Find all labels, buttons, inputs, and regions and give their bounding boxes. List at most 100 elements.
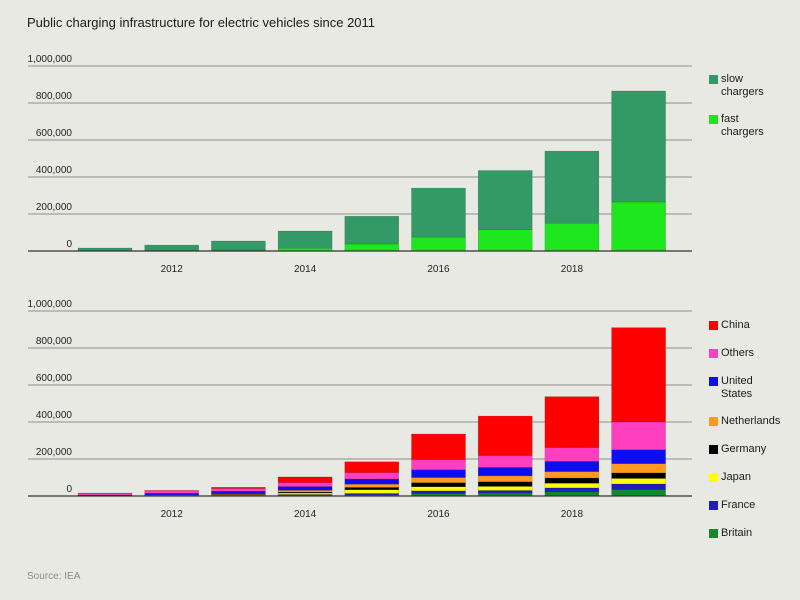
legend-swatch-japan (709, 473, 718, 482)
bar-2014-united-states (277, 486, 333, 491)
y-tick-label: 800,000 (36, 91, 73, 102)
source-note: Source: IEA (27, 571, 81, 582)
y-tick-label: 200,000 (36, 202, 73, 213)
bar-2018-germany (544, 477, 600, 484)
bar-2019-others (611, 421, 666, 450)
chart-panel-1: 1,000,000 800,000 600,000 400,000 200,000 0 20… (28, 54, 692, 275)
bar-2018-united-states (544, 461, 600, 472)
x-tick-label: 2012 (161, 509, 184, 520)
bar-2018-britain (544, 491, 600, 497)
legend-swatch-united-states (709, 377, 718, 386)
chart-panel-2: 1,000,000 800,000 600,000 400,000 200,000 0 20… (28, 299, 692, 520)
bar-2019-britain (611, 489, 666, 497)
y-tick-label: 1,000,000 (28, 299, 73, 310)
bar-2012-slow-chargers (144, 244, 199, 251)
bar-2011-slow-chargers (77, 247, 133, 252)
bar-2017-netherlands (477, 475, 533, 483)
bar-2015-united-states (344, 478, 400, 485)
chart-title: Public charging infrastructure for elect… (27, 15, 376, 30)
bar-2018-others (544, 447, 600, 462)
bar-2014-netherlands (277, 490, 333, 493)
legend-label-germany: Germany (721, 443, 767, 455)
bar-2017-china (477, 415, 533, 456)
bar-2017-united-states (477, 467, 533, 477)
bar-2018-slow-chargers (544, 150, 600, 224)
legend-label-britain: Britain (721, 527, 753, 539)
bar-2015-netherlands (344, 483, 400, 488)
y-tick-label: 200,000 (36, 447, 73, 458)
legend-swatch-slow-chargers (709, 75, 718, 84)
bar-2015-fast-chargers (344, 243, 400, 252)
y-tick-label: 0 (66, 484, 72, 495)
legend-label-japan: Japan (721, 471, 751, 483)
bar-2017-fast-chargers (477, 229, 533, 252)
legend-label-fast-chargers: fast chargers (721, 113, 764, 138)
x-tick-label: 2018 (561, 509, 584, 520)
bar-2019-netherlands (611, 463, 666, 474)
x-tick-label: 2018 (561, 264, 584, 275)
bar-2019-china (611, 327, 666, 423)
legend-label-france: France (721, 499, 756, 511)
legend-label-china: China (721, 319, 750, 331)
bar-2017-slow-chargers (477, 170, 533, 230)
bar-2016-germany (411, 482, 466, 487)
y-tick-label: 600,000 (36, 128, 73, 139)
bar-2017-france (477, 490, 533, 494)
bar-2014-others (277, 482, 333, 487)
bar-2015-china (344, 461, 400, 473)
y-tick-label: 400,000 (36, 165, 73, 176)
bar-2019-united-states (611, 449, 666, 464)
legend-label-united-states: United States (721, 375, 753, 400)
bar-2013-china (211, 487, 266, 489)
bar-2019-fast-chargers (611, 201, 666, 252)
bar-2016-fast-chargers (411, 236, 466, 252)
bar-2017-others (477, 455, 533, 468)
bar-2017-japan (477, 486, 533, 491)
bar-2013-united-states (211, 490, 266, 495)
x-tick-label: 2016 (427, 509, 450, 520)
bar-2016-netherlands (411, 477, 466, 483)
y-tick-label: 0 (66, 239, 72, 250)
y-tick-label: 1,000,000 (28, 54, 73, 65)
bar-2016-slow-chargers (411, 187, 466, 238)
y-tick-label: 400,000 (36, 410, 73, 421)
bar-2019-germany (611, 472, 666, 479)
bar-2013-slow-chargers (211, 240, 266, 251)
bar-2017-germany (477, 481, 533, 487)
legend-swatch-fast-chargers (709, 115, 718, 124)
bar-2012-others (144, 490, 199, 494)
bar-2016-china (411, 433, 466, 460)
legend-label-slow-chargers: slow chargers (721, 73, 764, 98)
y-tick-label: 800,000 (36, 336, 73, 347)
bar-2018-netherlands (544, 471, 600, 479)
legend-swatch-china (709, 321, 718, 330)
bar-2016-france (411, 490, 466, 494)
bar-2018-fast-chargers (544, 223, 600, 252)
bar-2019-slow-chargers (611, 90, 666, 203)
bar-2015-japan (344, 489, 400, 494)
bar-2013-others (211, 488, 266, 492)
legend-swatch-others (709, 349, 718, 358)
bar-2019-japan (611, 478, 666, 485)
bar-2016-united-states (411, 469, 466, 478)
bar-2016-others (411, 459, 466, 470)
bar-2018-france (544, 487, 600, 493)
bar-2014-slow-chargers (277, 230, 333, 249)
legend-label-others: Others (721, 347, 755, 359)
bar-2018-japan (544, 482, 600, 489)
bar-2015-slow-chargers (344, 215, 400, 245)
bar-2015-others (344, 472, 400, 480)
y-tick-label: 600,000 (36, 373, 73, 384)
legend-swatch-france (709, 501, 718, 510)
legend-swatch-britain (709, 529, 718, 538)
bar-2018-china (544, 396, 600, 448)
legend-swatch-netherlands (709, 417, 718, 426)
bar-2015-germany (344, 487, 400, 490)
bar-2019-france (611, 483, 666, 490)
legend-label-netherlands: Netherlands (721, 415, 781, 427)
bar-2014-china (277, 476, 333, 483)
x-tick-label: 2012 (161, 264, 184, 275)
legend-swatch-germany (709, 445, 718, 454)
